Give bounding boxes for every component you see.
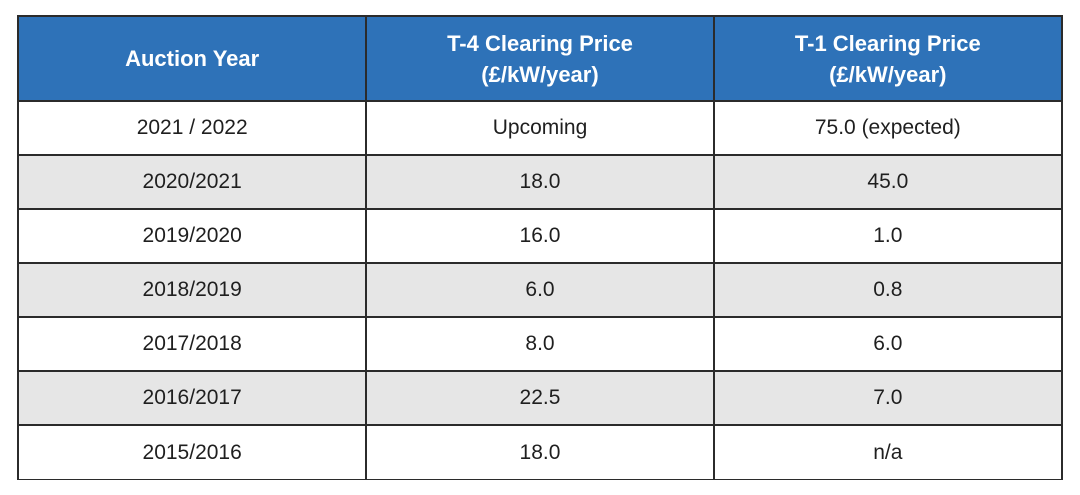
cell-t1-price: 45.0	[712, 154, 1061, 210]
clearing-price-grid: Auction Year T-4 Clearing Price (£/kW/ye…	[19, 17, 1061, 479]
cell-auction-year: 2019/2020	[19, 208, 368, 264]
cell-t1-price: 1.0	[712, 208, 1061, 264]
cell-t4-price: 8.0	[365, 316, 715, 372]
cell-t1-price: n/a	[712, 424, 1061, 479]
cell-t4-price: 16.0	[365, 208, 715, 264]
cell-t4-price: 18.0	[365, 154, 715, 210]
table-row: 2020/2021 18.0 45.0	[19, 154, 1061, 210]
cell-auction-year: 2020/2021	[19, 154, 368, 210]
table-header-row: Auction Year T-4 Clearing Price (£/kW/ye…	[19, 17, 1061, 102]
table-row: 2018/2019 6.0 0.8	[19, 262, 1061, 318]
cell-t1-price: 6.0	[712, 316, 1061, 372]
table-row: 2019/2020 16.0 1.0	[19, 208, 1061, 264]
header-t4-price-label: T-4 Clearing Price	[447, 30, 633, 56]
cell-t4-price: Upcoming	[365, 100, 715, 156]
header-t4-price-unit: (£/kW/year)	[481, 61, 599, 87]
table-row: 2021 / 2022 Upcoming 75.0 (expected)	[19, 100, 1061, 156]
cell-auction-year: 2018/2019	[19, 262, 368, 318]
cell-auction-year: 2016/2017	[19, 370, 368, 426]
cell-t4-price: 22.5	[365, 370, 715, 426]
cell-t4-price: 18.0	[365, 424, 715, 479]
cell-t4-price: 6.0	[365, 262, 715, 318]
header-t4-price: T-4 Clearing Price (£/kW/year)	[365, 17, 715, 102]
clearing-price-table: Auction Year T-4 Clearing Price (£/kW/ye…	[17, 15, 1063, 480]
cell-auction-year: 2017/2018	[19, 316, 368, 372]
header-t1-price: T-1 Clearing Price (£/kW/year)	[712, 17, 1061, 102]
cell-auction-year: 2015/2016	[19, 424, 368, 479]
header-auction-year: Auction Year	[19, 17, 368, 102]
cell-t1-price: 0.8	[712, 262, 1061, 318]
cell-auction-year: 2021 / 2022	[19, 100, 368, 156]
header-t1-price-label: T-1 Clearing Price	[794, 30, 981, 56]
cell-t1-price: 7.0	[712, 370, 1061, 426]
table-row: 2015/2016 18.0 n/a	[19, 424, 1061, 479]
header-auction-year-label: Auction Year	[125, 46, 260, 71]
table-row: 2016/2017 22.5 7.0	[19, 370, 1061, 426]
cell-t1-price: 75.0 (expected)	[712, 100, 1061, 156]
header-t1-price-unit: (£/kW/year)	[829, 61, 947, 87]
table-row: 2017/2018 8.0 6.0	[19, 316, 1061, 372]
